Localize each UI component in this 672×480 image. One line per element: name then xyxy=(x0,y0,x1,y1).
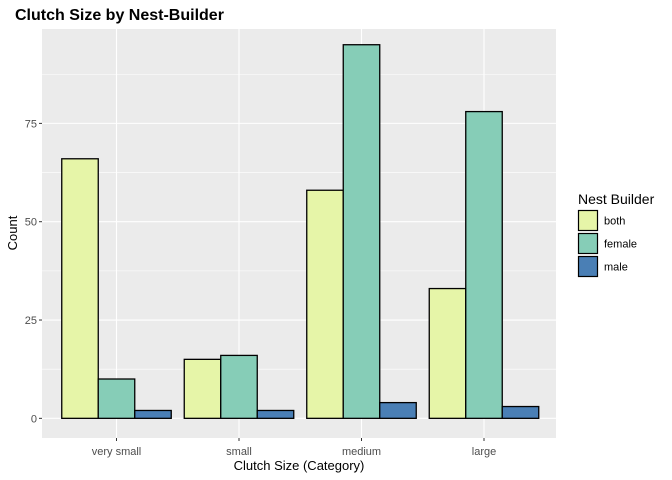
bar xyxy=(379,401,417,419)
legend-key-female xyxy=(577,232,599,255)
x-tick-label: medium xyxy=(342,446,381,458)
bar xyxy=(465,110,503,419)
legend-label-male: male xyxy=(604,262,628,274)
x-axis-ticks: very small small medium large xyxy=(92,438,496,458)
legend-items: both female male xyxy=(577,209,637,278)
legend-title: Nest Builder xyxy=(578,191,655,207)
x-tick-label: small xyxy=(226,446,252,458)
chart-title: Clutch Size by Nest-Builder xyxy=(15,7,224,24)
x-tick-label: large xyxy=(472,446,496,458)
bar xyxy=(501,405,540,419)
bar xyxy=(306,189,344,419)
legend-key-male xyxy=(577,255,599,278)
bar xyxy=(61,158,99,419)
y-tick-label: 75 xyxy=(25,118,37,130)
legend: Nest Builder both female male xyxy=(577,191,655,278)
bar xyxy=(134,409,172,419)
bar xyxy=(97,378,136,419)
bar xyxy=(342,44,381,419)
y-axis-title: Count xyxy=(5,215,20,250)
legend-label-female: female xyxy=(604,239,637,251)
bar xyxy=(428,287,467,419)
y-tick-label: 0 xyxy=(31,413,37,425)
legend-key-both xyxy=(577,209,599,232)
legend-label-both: both xyxy=(604,216,625,228)
y-tick-label: 25 xyxy=(25,315,37,327)
bars xyxy=(61,44,540,419)
bar xyxy=(220,354,258,419)
bar xyxy=(256,409,295,419)
x-axis-title: Clutch Size (Category) xyxy=(234,458,365,473)
x-tick-label: very small xyxy=(92,446,142,458)
bar xyxy=(183,358,222,419)
y-axis-ticks: 0 25 50 75 xyxy=(25,118,42,425)
y-tick-label: 50 xyxy=(25,217,37,229)
